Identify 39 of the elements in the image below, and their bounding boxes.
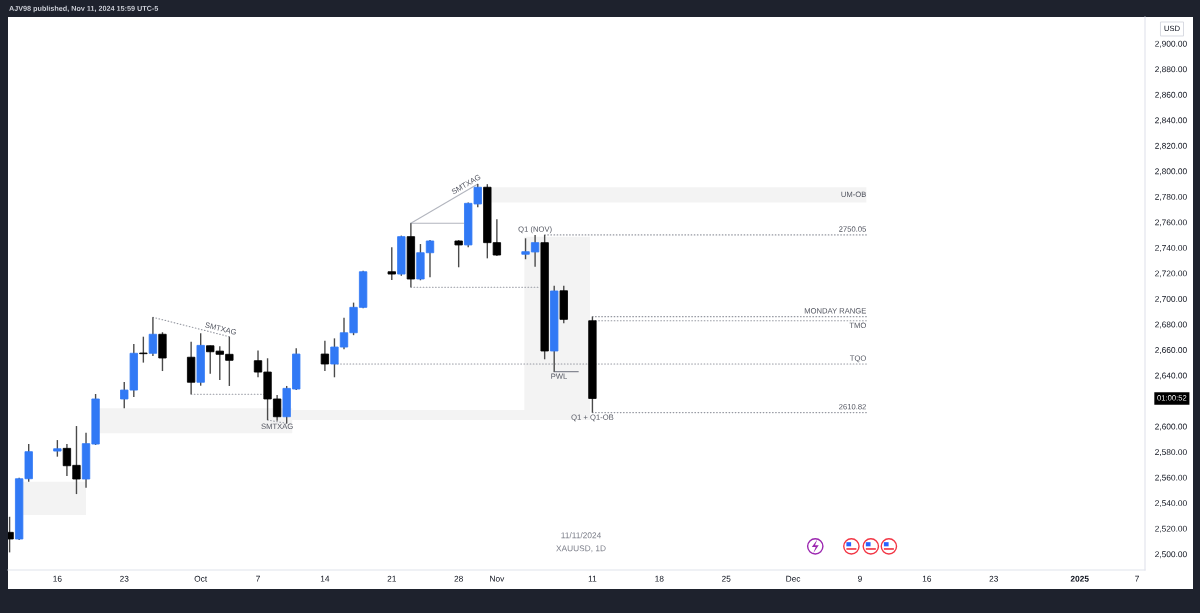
y-tick-label: 2,720.00 — [1155, 270, 1187, 278]
y-tick-label: 2,760.00 — [1155, 219, 1187, 227]
x-tick-label: 16 — [922, 575, 932, 582]
y-tick-label: 2,880.00 — [1155, 66, 1187, 74]
annotation: 11/11/2024 — [561, 532, 601, 539]
x-tick-label: Nov — [490, 575, 505, 582]
y-tick-label: 2,560.00 — [1155, 474, 1187, 482]
y-tick-label: 2,800.00 — [1155, 168, 1187, 176]
annotation: XAUUSD, 1D — [556, 545, 606, 553]
x-tick-label: 28 — [454, 575, 463, 582]
y-tick-label: 2,780.00 — [1155, 193, 1187, 201]
y-tick-label: 2,700.00 — [1155, 296, 1187, 303]
y-tick-label: 2,900.00 — [1155, 40, 1187, 48]
x-tick-label: 18 — [655, 575, 664, 582]
x-tick-label: Dec — [786, 575, 801, 582]
y-tick-label: 2,500.00 — [1155, 551, 1187, 559]
x-tick-label: 9 — [858, 575, 862, 582]
x-tick-label: 7 — [1135, 575, 1139, 582]
y-tick-label: 2,580.00 — [1155, 449, 1187, 457]
y-tick-label: 2,520.00 — [1155, 525, 1187, 533]
x-tick-label: 7 — [256, 575, 260, 582]
x-tick-label: 23 — [120, 575, 129, 582]
y-tick-label: 2,660.00 — [1155, 347, 1187, 354]
y-tick-label: 2,740.00 — [1155, 244, 1187, 252]
y-tick-label: 2,840.00 — [1155, 117, 1187, 125]
x-tick-label: 11 — [588, 575, 597, 582]
y-tick-label: 2,820.00 — [1155, 142, 1187, 150]
y-tick-label: 2,860.00 — [1155, 91, 1187, 99]
x-tick-label: 21 — [387, 575, 397, 582]
y-tick-label: 2,600.00 — [1155, 423, 1187, 431]
x-tick-label: 14 — [320, 575, 330, 582]
x-tick-label: Oct — [194, 575, 208, 582]
x-tick-label: 23 — [989, 575, 998, 582]
y-tick-label: 2,540.00 — [1155, 500, 1187, 508]
x-tick-label: 25 — [721, 575, 731, 582]
y-tick-label: 2,680.00 — [1155, 321, 1187, 329]
x-tick-label: 2025 — [1070, 575, 1089, 582]
x-tick-label: 16 — [53, 575, 62, 582]
y-tick-label: 2,640.00 — [1155, 372, 1187, 380]
